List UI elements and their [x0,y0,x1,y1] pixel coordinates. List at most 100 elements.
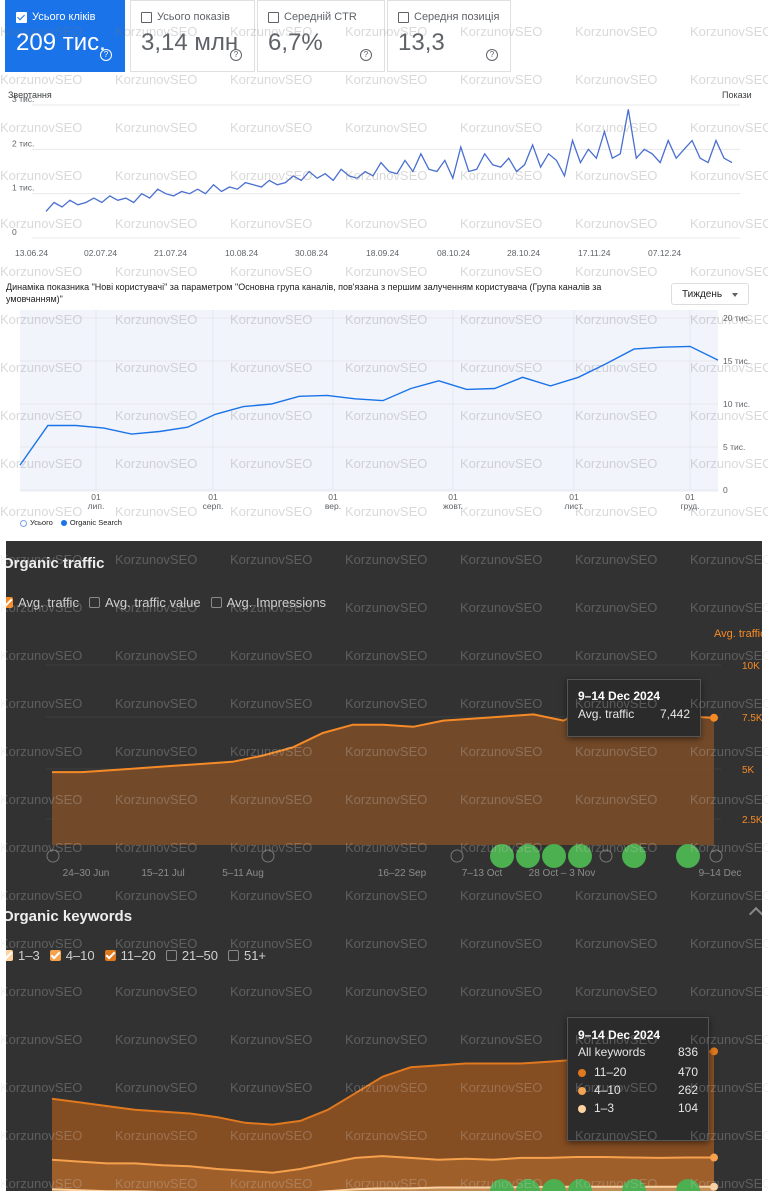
legend-item-organic[interactable]: Organic Search [60,518,122,527]
watermark-text: KorzunovSEO [345,264,428,279]
x-tick-label: 01 [208,492,218,502]
tooltip-row-value: 104 [677,1101,698,1115]
traffic-tooltip: 9–14 Dec 2024 Avg. traffic 7,442 [567,679,701,737]
y-tick-label: 1 тис. [12,183,34,193]
option-avg-traffic-value[interactable]: Avg. traffic value [88,595,201,610]
x-tick-label: 5–11 Aug [222,868,264,879]
tooltip-date: 9–14 Dec 2024 [578,689,661,703]
watermark-text: KorzunovSEO [0,72,83,87]
watermark-text: KorzunovSEO [345,72,428,87]
y-tick-label: 20 тис. [723,313,750,323]
event-marker [676,844,700,868]
x-tick-label: 30.08.24 [295,248,328,258]
organic-keywords-title: Organic keywords [6,908,133,925]
chevron-down-icon [732,293,738,297]
y-tick-label: 10 тис. [723,399,750,409]
option-avg-impressions[interactable]: Avg. Impressions [210,595,326,610]
update-marker-icon [450,849,464,863]
metric-card-ctr[interactable]: Середній CTR 6,7% ? [257,0,385,72]
help-icon[interactable]: ? [100,49,112,61]
metric-card-clicks[interactable]: Усього кліків 209 тис. ? [5,0,125,72]
metric-value: 3,14 млн [141,29,239,56]
traffic-right-axis-label: Avg. traffic [714,628,762,640]
organic-traffic-title: Organic traffic [6,555,105,572]
checkbox-icon [227,950,239,961]
kw-end-point [710,1047,718,1056]
tooltip-row-label: 1–3 [594,1101,615,1115]
metric-label: Середня позиція [414,11,500,23]
help-icon[interactable]: ? [486,49,498,61]
checkbox-icon [49,950,61,961]
period-select[interactable]: Тиждень [671,283,749,305]
checkbox-icon [88,597,100,608]
watermark-text: KorzunovSEO [115,264,198,279]
option-pos-21-50[interactable]: 21–50 [165,948,218,963]
event-marker [516,844,540,868]
watermark-text: KorzunovSEO [690,24,768,39]
tooltip-total-label: All keywords [578,1045,646,1059]
kw-4-10-line [51,1155,714,1174]
clicks-series-line [45,109,733,212]
kw-11-20-area [52,1051,714,1191]
x-tick-label: 10.08.24 [225,248,258,258]
series-dot-icon [578,1068,586,1077]
y-tick-label: 0 [12,227,17,237]
x-tick-label-month: серп. [203,501,224,511]
tooltip-total-value: 836 [677,1045,698,1059]
metric-card-impressions[interactable]: Усього показів 3,14 млн ? [130,0,255,72]
tooltip-value: 7,442 [659,707,690,721]
watermark-text: KorzunovSEO [460,72,543,87]
checkbox-icon [16,11,27,23]
option-avg-traffic[interactable]: Avg. traffic [6,595,79,610]
metric-card-position[interactable]: Середня позиція 13,3 ? [387,0,511,72]
option-pos-51-plus[interactable]: 51+ [227,948,266,963]
watermark-text: KorzunovSEO [690,264,768,279]
event-marker [676,1179,700,1191]
traffic-options: Avg. traffic Avg. traffic value Avg. Imp… [6,595,326,610]
option-pos-1-3[interactable]: 1–3 [6,948,40,963]
x-tick-label-month: груд. [680,501,699,511]
checkbox-icon [398,11,409,23]
x-tick-label-month: лип. [88,501,105,511]
x-tick-label: 21.07.24 [154,248,187,258]
x-tick-label: 7–13 Oct [462,868,503,879]
help-icon[interactable]: ? [230,49,242,61]
x-tick-label: 17.11.24 [578,248,611,258]
legend-dot-icon [20,519,27,527]
help-icon[interactable]: ? [360,49,372,61]
legend-item-total[interactable]: Усього [20,518,53,527]
metric-value: 13,3 [398,29,445,56]
update-marker-icon [46,849,60,863]
x-tick-label: 13.06.24 [15,248,48,258]
kw-end-point [710,1182,718,1191]
event-marker [490,844,514,868]
option-pos-4-10[interactable]: 4–10 [49,948,95,963]
y-tick-label: 10K [742,661,760,672]
event-marker [516,1179,540,1191]
event-marker [490,1179,514,1191]
y-tick-label: 2.5K [742,815,762,826]
traffic-end-point [710,713,718,722]
kw-end-point [710,1153,718,1162]
legend-dot-icon [60,520,67,527]
watermark-text: KorzunovSEO [115,72,198,87]
tooltip-row-value: 262 [677,1083,698,1097]
checkbox-icon [210,597,222,608]
x-tick-label-month: жовт. [443,501,463,511]
checkbox-icon [6,597,13,608]
series-dot-icon [578,1086,586,1095]
y-tick-label: 15 тис. [723,356,750,366]
period-select-value: Тиждень [682,289,723,300]
metric-label: Середній CTR [284,11,357,23]
x-tick-label: 01 [328,492,338,502]
ahrefs-panel: Organic traffic Avg. traffic Avg. traffi… [6,541,762,1191]
x-tick-label: 02.07.24 [84,248,117,258]
y-tick-label: 5 тис. [723,442,745,452]
tooltip-label: Avg. traffic [578,707,635,721]
collapse-icon[interactable] [748,906,762,922]
event-marker [622,1179,646,1191]
x-tick-label: 9–14 Dec [699,868,742,879]
tooltip-row-label: 11–20 [594,1065,627,1079]
checkbox-icon [104,950,116,961]
option-pos-11-20[interactable]: 11–20 [104,948,156,963]
